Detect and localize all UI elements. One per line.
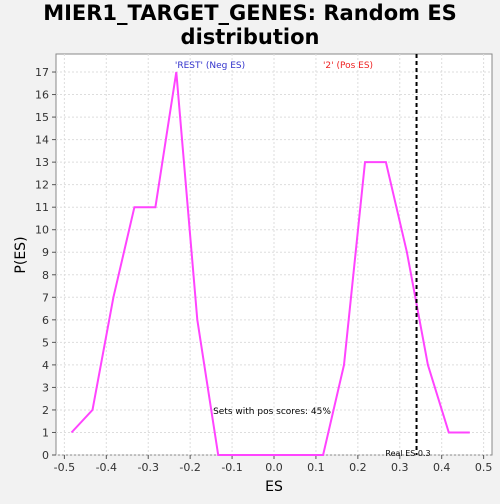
x-tick-label: -0.4 [96,461,117,474]
grid [56,54,492,456]
pos-scores-annotation: Sets with pos scores: 45% [213,407,331,417]
x-tick-label: 0.5 [475,461,493,474]
x-axis: -0.5 -0.4 -0.3 -0.2 -0.1 0.0 0.1 0.2 0.3 0.4 0.5 [54,455,493,474]
y-tick-label: 3 [42,381,49,394]
neg-es-label: 'REST' (Neg ES) [175,61,245,71]
y-tick-label: 11 [35,201,49,214]
y-tick-label: 4 [42,359,49,372]
pos-es-label: '2' (Pos ES) [323,61,373,71]
x-tick-label: 0.1 [307,461,325,474]
x-tick-label: -0.2 [179,461,200,474]
y-tick-label: 5 [42,336,49,349]
real-es-label: Real ES 0.3 [385,449,430,458]
x-tick-label: 0.4 [433,461,451,474]
y-axis-label: P(ES) [13,236,29,273]
y-tick-label: 7 [42,291,49,304]
es-distribution-line [70,71,470,456]
x-tick-label: -0.5 [54,461,75,474]
x-axis-label: ES [265,479,283,495]
y-tick-label: 12 [35,179,49,192]
x-tick-label: -0.3 [137,461,158,474]
y-tick-label: 13 [35,156,49,169]
chart-title-line-2: distribution [181,25,320,49]
y-tick-label: 16 [35,89,49,102]
y-tick-label: 8 [42,269,49,282]
chart-title-line-1: MIER1_TARGET_GENES: Random ES [43,1,457,25]
y-tick-label: 17 [35,66,49,79]
x-tick-label: 0.0 [265,461,283,474]
y-tick-label: 1 [42,426,49,439]
x-tick-label: -0.1 [221,461,242,474]
y-tick-label: 0 [42,449,49,462]
x-tick-label: 0.2 [349,461,367,474]
x-tick-label: 0.3 [391,461,409,474]
y-tick-label: 14 [35,134,49,147]
y-tick-label: 15 [35,111,49,124]
y-tick-label: 10 [35,224,49,237]
y-tick-label: 9 [42,246,49,259]
y-tick-label: 6 [42,314,49,327]
y-tick-label: 2 [42,404,49,417]
